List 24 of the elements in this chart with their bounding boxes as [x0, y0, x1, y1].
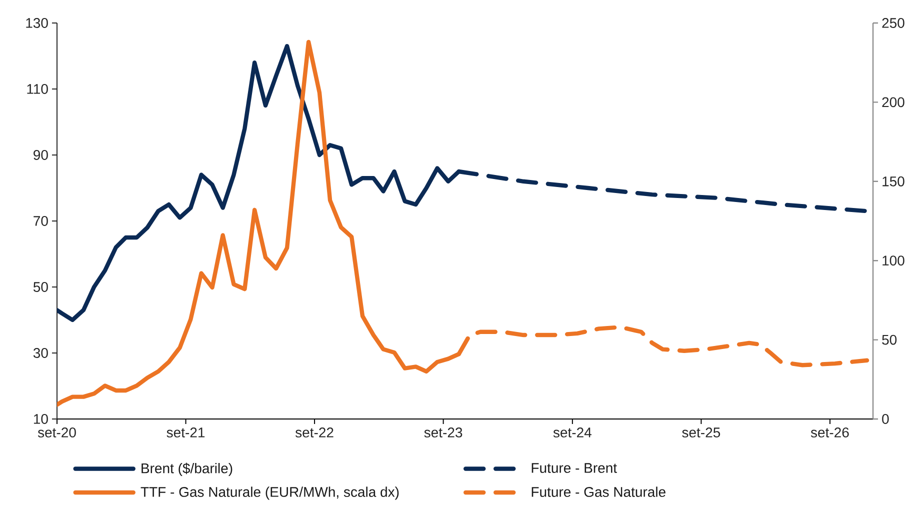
- y2-tick-label: 100: [882, 256, 904, 266]
- x-tick-label: set-26: [810, 428, 849, 438]
- y2-tick-label: 250: [882, 18, 904, 28]
- x-tick-label: set-25: [682, 428, 720, 438]
- legend-label: TTF - Gas Naturale (EUR/MWh, scala dx): [140, 486, 399, 500]
- x-tick-label: set-24: [553, 428, 592, 438]
- y-tick-label: 70: [34, 216, 48, 226]
- y-tick-label: 30: [33, 348, 48, 358]
- x-tick-label: set-20: [38, 428, 76, 438]
- x-tick-label: set-23: [424, 428, 462, 438]
- y2-tick-label: 200: [882, 97, 904, 108]
- x-tick-label: set-22: [295, 428, 334, 438]
- y2-tick-label: 150: [882, 176, 904, 186]
- legend-label: Future - Brent: [532, 463, 617, 473]
- y-tick-label: 110: [27, 84, 48, 94]
- y-tick-label: 130: [26, 18, 48, 28]
- legend-label: Future - Gas Naturale: [532, 486, 666, 497]
- y2-tick-label: 0: [882, 414, 889, 424]
- y-tick-label: 50: [33, 282, 48, 292]
- y-tick-label: 10: [34, 414, 48, 424]
- y-tick-label: 90: [34, 150, 48, 160]
- legend-label: Brent ($/barile): [142, 462, 232, 476]
- y2-tick-label: 50: [882, 334, 897, 345]
- x-tick-label: set-21: [166, 428, 205, 438]
